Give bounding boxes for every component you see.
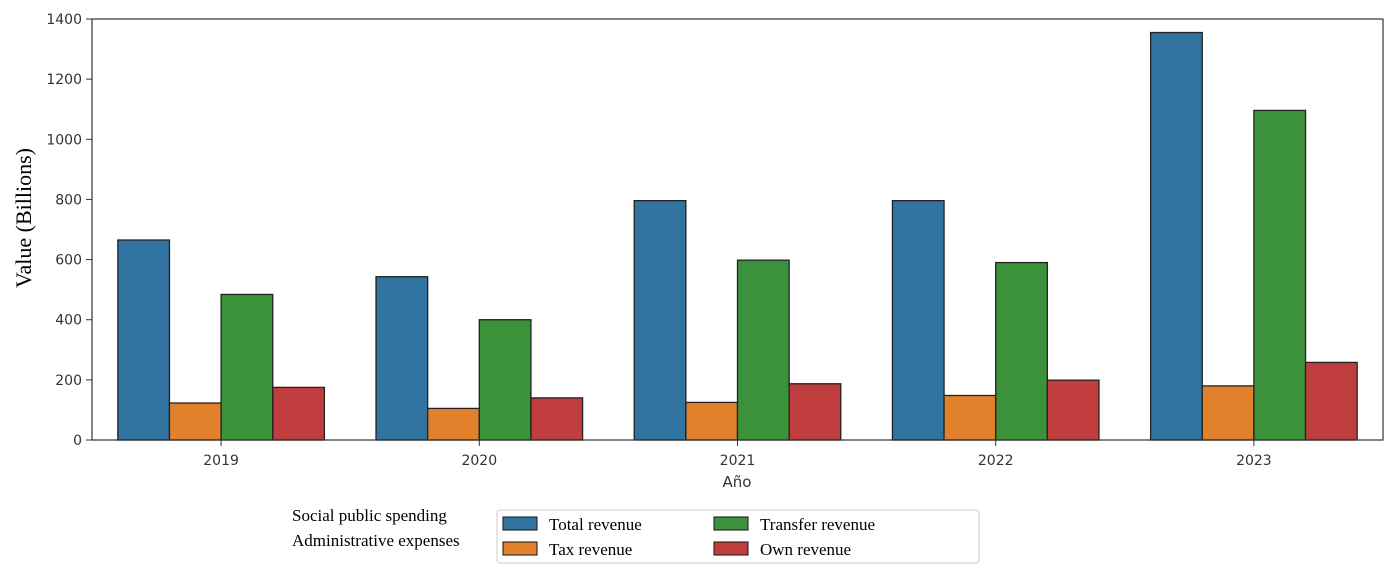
y-tick-label: 400	[55, 313, 82, 329]
legend-swatch	[502, 541, 538, 556]
legend-swatch	[713, 541, 749, 556]
y-tick-label: 1200	[46, 72, 82, 88]
legend-swatch	[502, 516, 538, 531]
bar-transfer-revenue-2023	[1253, 109, 1307, 441]
bar-total-revenue-2019	[117, 239, 171, 441]
bar-total-revenue-2023	[1149, 31, 1203, 441]
bar-own-revenue-2021	[788, 383, 842, 441]
bars	[117, 31, 1358, 441]
y-tick-labels: 0 200 400 600 800 1000 1200 1400	[46, 12, 82, 449]
legend: Total revenue Tax revenue Transfer revenue…	[496, 509, 980, 564]
legend-side-label-2: Administrative expenses	[292, 531, 460, 550]
legend-side-label-1: Social public spending	[292, 506, 447, 525]
legend-label: Transfer revenue	[760, 515, 875, 534]
legend-label: Total revenue	[549, 515, 642, 534]
bar-tax-revenue-2020	[427, 407, 480, 441]
y-tick-label: 800	[55, 192, 82, 208]
x-tick-label: 2022	[978, 453, 1014, 469]
y-tick-label: 1400	[46, 12, 82, 28]
y-tick-marks	[86, 18, 92, 441]
bar-tax-revenue-2022	[943, 394, 997, 441]
bar-tax-revenue-2021	[685, 401, 739, 441]
legend-box	[496, 509, 980, 564]
bar-transfer-revenue-2020	[478, 319, 532, 441]
bar-total-revenue-2022	[891, 199, 945, 441]
legend-label: Own revenue	[760, 540, 851, 559]
bar-transfer-revenue-2022	[995, 261, 1048, 441]
bar-own-revenue-2023	[1304, 361, 1358, 441]
x-tick-label: 2019	[203, 453, 239, 469]
x-tick-labels: 2019 2020 2021 2022 2023	[203, 453, 1271, 469]
x-tick-label: 2020	[461, 453, 497, 469]
legend-swatch	[713, 516, 749, 531]
x-tick-marks	[220, 440, 1255, 446]
legend-label: Tax revenue	[549, 540, 632, 559]
y-axis-label: Value (Billions)	[11, 148, 36, 288]
bar-total-revenue-2020	[375, 276, 429, 441]
bar-own-revenue-2020	[530, 397, 584, 441]
x-tick-label: 2021	[720, 453, 756, 469]
bar-transfer-revenue-2021	[736, 259, 790, 441]
y-tick-label: 200	[55, 373, 82, 389]
bar-tax-revenue-2023	[1201, 385, 1255, 441]
bar-own-revenue-2022	[1046, 379, 1100, 441]
bar-own-revenue-2019	[272, 386, 326, 441]
bar-transfer-revenue-2019	[220, 293, 274, 441]
x-tick-label: 2023	[1236, 453, 1272, 469]
bar-total-revenue-2021	[633, 199, 687, 441]
y-tick-label: 600	[55, 253, 82, 269]
y-tick-label: 0	[73, 433, 82, 449]
bar-tax-revenue-2019	[168, 402, 222, 441]
x-axis-label: Año	[723, 473, 752, 491]
y-tick-label: 1000	[46, 132, 82, 148]
